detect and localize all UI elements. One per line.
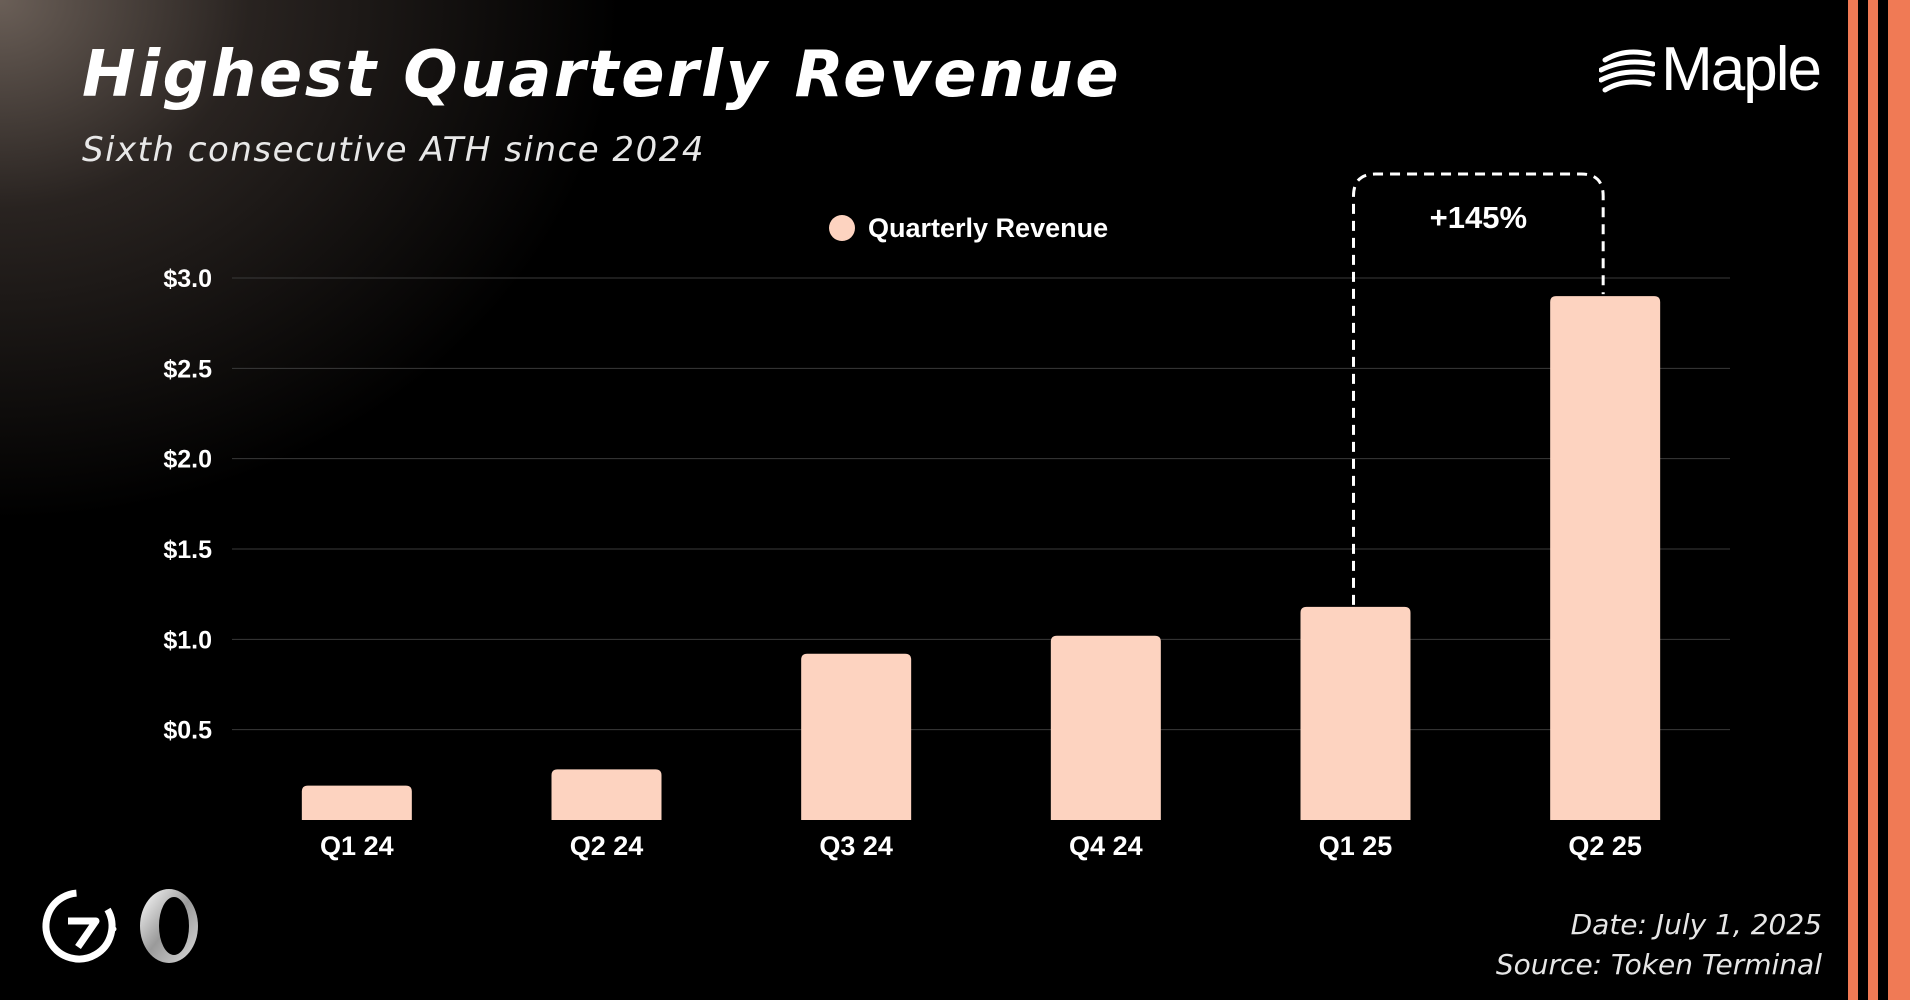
g7-logo [42, 889, 117, 963]
x-tick-label: Q4 24 [1069, 831, 1143, 861]
page-subtitle: Sixth consecutive ATH since 2024 [82, 130, 705, 170]
growth-annotation: +145% [1430, 200, 1527, 235]
footer-logos [38, 885, 204, 967]
brand-logo: Maple [1599, 34, 1822, 105]
y-tick-label: $1.0 [163, 626, 212, 654]
legend-label: Quarterly Revenue [868, 213, 1108, 243]
x-tick-label: Q2 25 [1568, 831, 1642, 861]
y-tick-label: $1.5 [163, 536, 212, 564]
brand-name: Maple [1661, 35, 1822, 104]
bar [301, 785, 412, 820]
y-tick-label: $2.0 [163, 446, 212, 474]
x-tick-label: Q3 24 [819, 831, 893, 861]
y-tick-label: $3.0 [163, 265, 212, 293]
x-tick-label: Q2 24 [570, 831, 644, 861]
footer-date: Date: July 1, 2025 [1570, 908, 1822, 941]
y-tick-label: $0.5 [163, 717, 212, 745]
bar [1300, 606, 1411, 820]
ring-logo [140, 889, 198, 963]
page-title: Highest Quarterly Revenue [82, 38, 1122, 112]
x-tick-label: Q1 25 [1319, 831, 1393, 861]
legend-swatch [829, 215, 855, 241]
maple-wave-icon [1599, 49, 1656, 92]
footer-info: Date: July 1, 2025 Source: Token Termina… [1496, 905, 1822, 985]
growth-bracket [1352, 172, 1605, 605]
bar [551, 769, 662, 820]
x-tick-label: Q1 24 [320, 831, 394, 861]
bar [1050, 635, 1161, 820]
bar [1550, 296, 1661, 821]
accent-stripes [1848, 0, 1910, 1000]
bar [801, 653, 912, 820]
footer-source: Source: Token Terminal [1495, 948, 1822, 981]
y-tick-label: $2.5 [163, 355, 212, 383]
